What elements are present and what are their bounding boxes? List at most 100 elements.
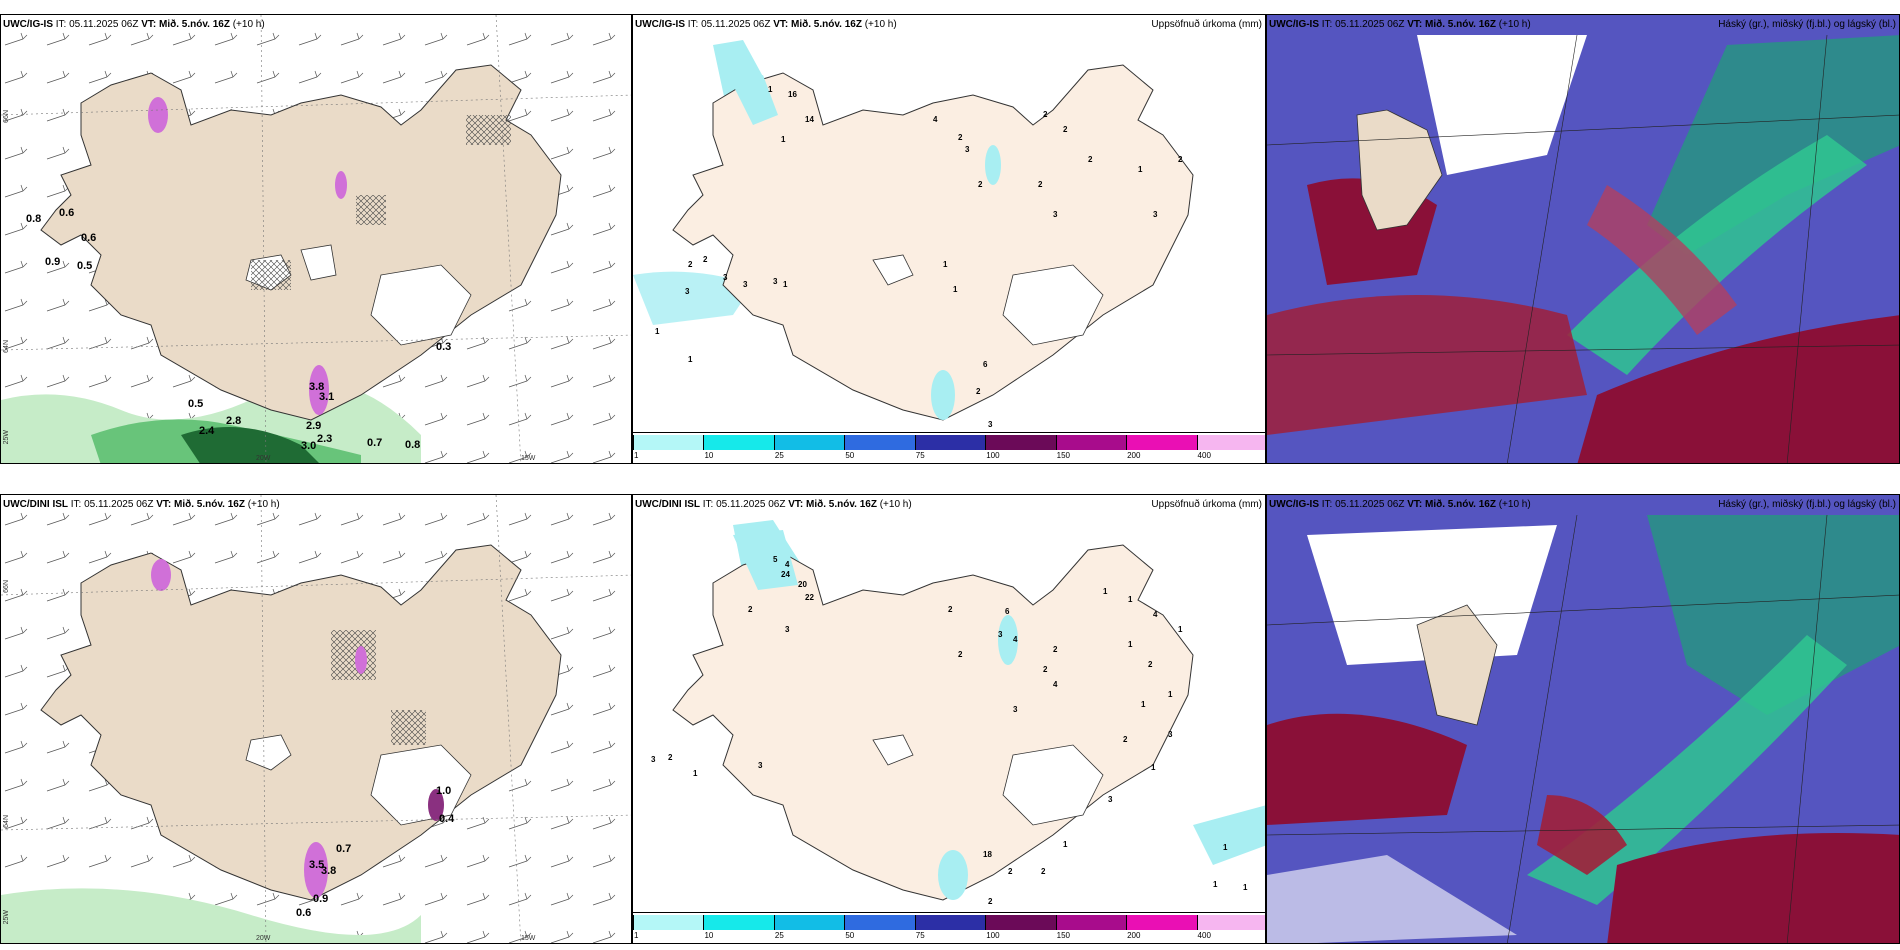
colorbar-tick: 100 [986,451,1000,460]
glacier [1002,744,1104,826]
colorbar-tick: 10 [704,451,714,460]
precip-value: 1 [781,135,786,144]
value-label: 0.6 [59,207,75,219]
colorbar-tick: 50 [845,931,855,940]
precip-value: 4 [1053,680,1058,689]
precip-value: 1 [1103,587,1108,596]
precip-value: 3 [758,761,763,770]
precip-value: 16 [788,90,797,99]
colorbar-tick: 1 [634,931,639,940]
colorbar-swatch [773,915,845,930]
precip-value: 1 [1213,880,1218,889]
hatched-area [251,260,291,290]
iceland-map [1,495,631,943]
panel-precip-type-row2: UWC/DINI ISL IT: 05.11.2025 06Z VT: Mið.… [0,494,632,944]
precip-area [1193,805,1265,865]
glacier-hofsjokull [300,244,337,281]
panel-title: Háský (gr.), miðský (fj.bl.) og lágský (… [1718,499,1896,510]
value-label: 0.5 [188,398,204,410]
glacier-vatnajokull [370,264,472,346]
lat-label: 66N [3,110,10,123]
panel-header: UWC/IG-IS IT: 05.11.2025 06Z VT: Mið. 5.… [3,19,265,30]
panel-precip-type-row1: UWC/IG-IS IT: 05.11.2025 06Z VT: Mið. 5.… [0,14,632,464]
colorbar-swatch [633,435,704,450]
colorbar: 1 10 25 50 75 100 150 200 400 [633,912,1265,943]
precip-value: 2 [748,605,753,614]
colorbar-tick: 400 [1197,451,1211,460]
precip-value: 1 [953,285,958,294]
lead-time: (+10 h) [1495,19,1531,30]
precip-value: 2 [1088,155,1093,164]
iceland-map [633,15,1265,463]
panel-title: Háský (gr.), miðský (fj.bl.) og lágský (… [1718,19,1896,30]
precip-value: 2 [1063,125,1068,134]
precip-value: 6 [1005,607,1010,616]
panel-header: UWC/DINI ISL IT: 05.11.2025 06Z VT: Mið.… [635,499,912,510]
model-name: UWC/IG-IS [1269,19,1319,30]
model-name: UWC/DINI ISL [635,499,700,510]
colorbar-tick: 25 [774,931,784,940]
iceland-map [1,15,631,463]
snow-purple [148,97,168,133]
glacier [872,254,914,286]
lat-label: 64N [3,815,10,828]
snow-purple [151,559,171,591]
valid-time: Mið. 5.nóv. 16Z [803,499,877,510]
value-label: 3.8 [309,381,325,393]
precip-value: 2 [988,897,993,906]
precip-value: 24 [781,570,790,579]
high-cloud-band [1567,135,1867,375]
precip-value: 2 [958,133,963,142]
colorbar-swatch [1126,435,1197,450]
colorbar-tick: 200 [1127,931,1141,940]
value-label: 0.6 [81,232,97,244]
value-label: 1.0 [436,785,452,797]
precip-value: 2 [668,753,673,762]
precip-value: 1 [1063,840,1068,849]
snow-purple [335,171,347,199]
colorbar-swatch [1055,435,1127,450]
snow-purple [309,365,329,415]
colorbar-swatch [1126,915,1197,930]
model-name: UWC/DINI ISL [3,499,68,510]
value-label: 0.8 [26,213,42,225]
precip-value: 5 [773,555,778,564]
value-label: 0.8 [405,439,421,451]
valid-label: VT: [788,499,804,510]
model-name: UWC/IG-IS [1269,499,1319,510]
glacier [872,734,914,766]
precip-value: 1 [1243,883,1248,892]
precip-area [985,145,1001,185]
colorbar-tick: 75 [915,931,925,940]
precip-area [938,850,968,900]
low-cloud [1577,315,1899,463]
mid-cloud [1587,185,1737,335]
precip-value: 6 [983,360,988,369]
value-label: 3.1 [319,391,335,403]
panel-header: UWC/DINI ISL IT: 05.11.2025 06Z VT: Mið.… [3,499,280,510]
precip-value: 2 [1123,735,1128,744]
valid-time: Mið. 5.nóv. 16Z [171,499,245,510]
colorbar-tick: 25 [774,451,784,460]
precip-area [998,615,1018,665]
lon-label: 15W [521,455,536,462]
panel-title: Uppsöfnuð úrkoma (mm) [1151,499,1262,510]
colorbar-tick: 1 [634,451,639,460]
precip-value: 1 [1128,640,1133,649]
precip-value: 4 [1153,610,1158,619]
precip-value: 2 [976,387,981,396]
valid-label: VT: [773,19,789,30]
precip-value: 2 [1038,180,1043,189]
precip-value: 1 [943,260,948,269]
precip-value: 4 [1013,635,1018,644]
colorbar-swatch [914,915,986,930]
precip-value: 3 [773,277,778,286]
lead-time: (+10 h) [244,499,280,510]
precip-value: 14 [805,115,814,124]
value-label: 3.8 [321,865,337,877]
low-cloud [1267,713,1467,825]
precip-value: 22 [805,593,814,602]
hatched-area [466,115,511,145]
colorbar-tick: 150 [1056,451,1071,460]
precip-value: 3 [1013,705,1018,714]
